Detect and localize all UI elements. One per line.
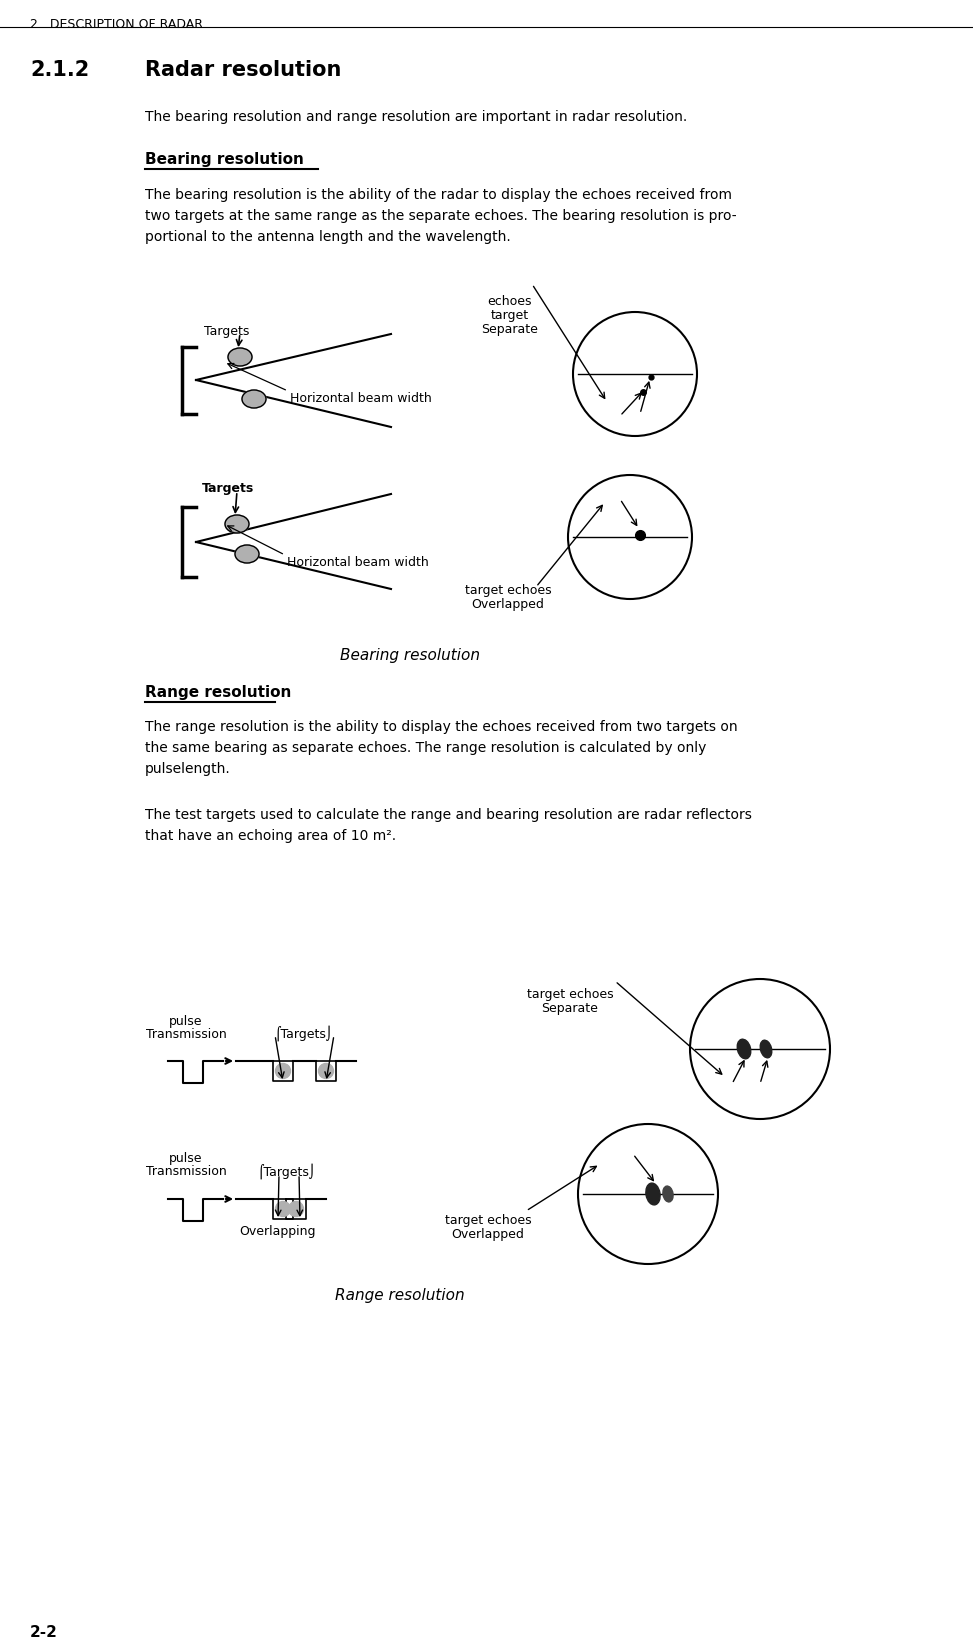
Text: Range resolution: Range resolution [145,685,291,700]
Text: Separate: Separate [542,1001,598,1015]
Text: The range resolution is the ability to display the echoes received from two targ: The range resolution is the ability to d… [145,720,738,775]
Ellipse shape [275,1201,291,1216]
Text: target echoes: target echoes [465,583,552,597]
Text: Transmission: Transmission [146,1028,227,1041]
Text: Radar resolution: Radar resolution [145,61,342,80]
Text: 2.1.2: 2.1.2 [30,61,90,80]
Text: The bearing resolution is the ability of the radar to display the echoes receive: The bearing resolution is the ability of… [145,188,737,244]
Text: The bearing resolution and range resolution are important in radar resolution.: The bearing resolution and range resolut… [145,110,687,125]
Text: The test targets used to calculate the range and bearing resolution are radar re: The test targets used to calculate the r… [145,808,752,842]
Ellipse shape [225,516,249,534]
Text: target echoes: target echoes [445,1213,531,1226]
Ellipse shape [646,1183,660,1205]
Ellipse shape [275,1064,291,1078]
Ellipse shape [228,349,252,367]
Text: Targets: Targets [202,482,254,495]
Text: 2-2: 2-2 [30,1624,57,1639]
Text: Overlapping: Overlapping [239,1224,316,1237]
Text: pulse: pulse [169,1015,202,1028]
Text: Bearing resolution: Bearing resolution [340,647,480,662]
Text: 2.  DESCRIPTION OF RADAR: 2. DESCRIPTION OF RADAR [30,18,203,31]
Text: Overlapped: Overlapped [472,598,545,611]
Text: echoes: echoes [487,295,532,308]
Text: target echoes: target echoes [526,987,613,1000]
Text: ⌠Targets⌡: ⌠Targets⌡ [258,1162,316,1178]
Text: Horizontal beam width: Horizontal beam width [290,392,432,405]
Text: ⌠Targets⌡: ⌠Targets⌡ [274,1024,333,1041]
Text: pulse: pulse [169,1151,202,1164]
Ellipse shape [663,1187,673,1201]
Text: Horizontal beam width: Horizontal beam width [287,556,429,569]
Text: Separate: Separate [482,323,538,336]
Text: Bearing resolution: Bearing resolution [145,152,304,167]
Ellipse shape [235,546,259,564]
Ellipse shape [242,390,266,408]
Text: Range resolution: Range resolution [335,1287,465,1303]
Text: target: target [491,308,529,321]
Ellipse shape [760,1041,772,1059]
Text: Targets: Targets [204,325,249,338]
Ellipse shape [738,1039,751,1059]
Text: Transmission: Transmission [146,1164,227,1177]
Text: Overlapped: Overlapped [451,1228,524,1241]
Ellipse shape [289,1201,304,1216]
Ellipse shape [318,1064,334,1078]
